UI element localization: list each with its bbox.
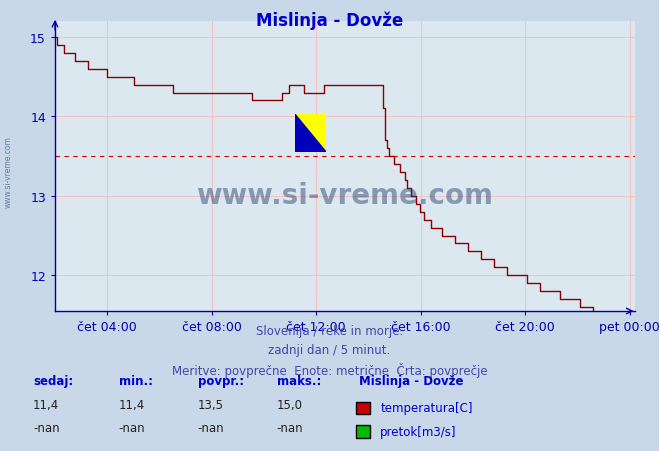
Text: -nan: -nan [119, 421, 145, 434]
Text: zadnji dan / 5 minut.: zadnji dan / 5 minut. [268, 343, 391, 356]
Text: Slovenija / reke in morje.: Slovenija / reke in morje. [256, 324, 403, 337]
Polygon shape [295, 115, 326, 153]
Text: -nan: -nan [277, 421, 303, 434]
Text: maks.:: maks.: [277, 374, 321, 387]
Text: min.:: min.: [119, 374, 153, 387]
Text: www.si-vreme.com: www.si-vreme.com [196, 182, 494, 210]
Text: Mislinja - Dovže: Mislinja - Dovže [359, 374, 464, 387]
Text: Meritve: povprečne  Enote: metrične  Črta: povprečje: Meritve: povprečne Enote: metrične Črta:… [172, 362, 487, 377]
Polygon shape [295, 115, 326, 153]
Text: -nan: -nan [33, 421, 59, 434]
Text: 15,0: 15,0 [277, 398, 302, 410]
Text: -nan: -nan [198, 421, 224, 434]
Text: www.si-vreme.com: www.si-vreme.com [3, 135, 13, 207]
Text: povpr.:: povpr.: [198, 374, 244, 387]
Text: 13,5: 13,5 [198, 398, 223, 410]
Text: temperatura[C]: temperatura[C] [380, 401, 473, 414]
Text: sedaj:: sedaj: [33, 374, 73, 387]
Text: 11,4: 11,4 [33, 398, 59, 410]
Text: Mislinja - Dovže: Mislinja - Dovže [256, 11, 403, 29]
Text: 11,4: 11,4 [119, 398, 145, 410]
Text: pretok[m3/s]: pretok[m3/s] [380, 424, 457, 437]
